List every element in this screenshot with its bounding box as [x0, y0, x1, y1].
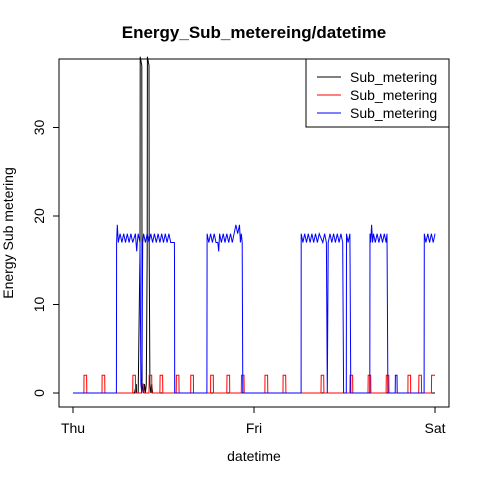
legend-box	[305, 58, 450, 128]
y-axis-label: Energy Sub metering	[0, 167, 16, 299]
legend-label-2: Sub_metering	[350, 87, 437, 103]
x-tick-label: Thu	[61, 420, 85, 436]
y-tick-label: 10	[31, 297, 47, 313]
series-line-3	[73, 224, 436, 394]
legend-label-1: Sub_metering	[350, 69, 437, 85]
legend: Sub_metering Sub_metering Sub_metering	[305, 58, 450, 128]
chart-title: Energy_Sub_metereing/datetime	[122, 23, 387, 42]
y-tick-label: 30	[31, 120, 47, 136]
series-layer	[73, 56, 436, 394]
x-axis-label: datetime	[227, 448, 281, 464]
y-tick-label: 0	[31, 389, 47, 397]
x-tick-label: Sat	[424, 420, 445, 436]
plot-frame	[58, 58, 450, 408]
y-tick-label: 20	[31, 208, 47, 224]
legend-label-3: Sub_metering	[350, 105, 437, 121]
x-tick-label: Fri	[246, 420, 262, 436]
